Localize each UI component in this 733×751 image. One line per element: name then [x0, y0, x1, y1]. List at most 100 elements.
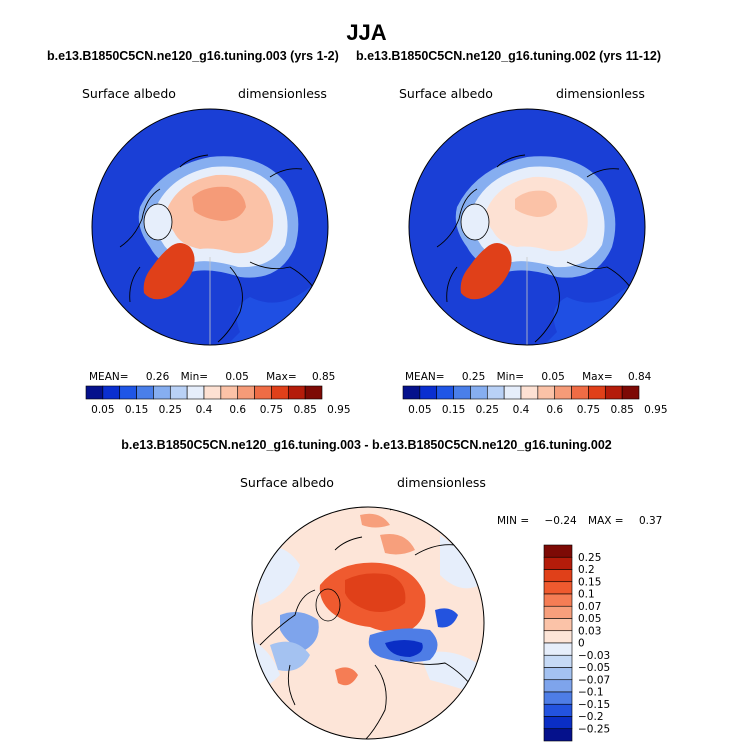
colorbar-swatch [543, 544, 573, 558]
colorbar-tick-label: 0.75 [260, 404, 283, 416]
colorbar-swatch [503, 385, 522, 400]
colorbar-tick-label: −0.07 [578, 674, 610, 686]
min-value: −0.24 [544, 515, 577, 527]
min-value: 0.05 [225, 371, 249, 383]
weak-negative-west [280, 611, 319, 650]
colorbar-tick-label: 0.6 [229, 404, 246, 416]
colorbar-swatch [237, 385, 255, 400]
diff-stats: MIN = −0.24 MAX = 0.37 [497, 515, 662, 527]
max-value: 0.84 [627, 371, 652, 383]
colorbar-tick-label: 0.85 [293, 404, 316, 416]
positive-arctic-core [345, 573, 406, 612]
colorbar-tick-label: 0.6 [546, 404, 563, 416]
colorbar-tick-label: 0.15 [442, 404, 465, 416]
panel2-variable-label: Surface albedo [399, 86, 493, 101]
strong-negative-anomaly [385, 640, 423, 657]
min-label: Min= [180, 371, 209, 383]
colorbar-tick-label: 0.05 [91, 404, 114, 416]
colorbar-tick-label: 0.15 [125, 404, 148, 416]
colorbar-swatch [621, 385, 640, 400]
colorbar-swatch [543, 605, 573, 619]
colorbar-tick-label: 0.05 [578, 613, 601, 625]
colorbar-tick-label: −0.25 [578, 723, 610, 735]
central-arctic-high-albedo [192, 186, 246, 221]
min-label: Min= [496, 371, 525, 383]
colorbar-swatch [543, 556, 573, 570]
mean-value: 0.26 [145, 371, 170, 383]
canadian-archipelago [143, 203, 173, 241]
colorbar-tick-label: 0.75 [577, 404, 600, 416]
colorbar-tick-label: 0.1 [578, 589, 595, 601]
figure-title: JJA [346, 20, 387, 45]
colorbar-swatch [588, 385, 606, 400]
min-label: MIN = [497, 515, 530, 527]
colorbar-tick-label: 0.85 [610, 404, 633, 416]
mean-value: 0.25 [461, 371, 486, 383]
colorbar-swatch [543, 728, 573, 742]
greenland-ice-sheet [143, 243, 195, 300]
map-boundary [251, 506, 485, 740]
colorbar-swatch [402, 385, 421, 400]
colorbar-swatch [543, 691, 573, 705]
colorbar-tick-label: −0.03 [578, 650, 610, 662]
max-label: Max= [582, 371, 613, 383]
central-arctic-high-albedo [515, 190, 557, 217]
colorbar-tick-label: −0.2 [578, 711, 604, 723]
colorbar-swatch [287, 385, 306, 400]
colorbar-tick-label: 0.2 [578, 564, 595, 576]
min-value: 0.05 [541, 371, 565, 383]
colorbar-swatch [543, 642, 573, 656]
greenland-negative [435, 608, 458, 628]
colorbar-tick-label: 0.95 [644, 404, 667, 416]
colorbar-tick-label: 0.05 [408, 404, 431, 416]
colorbar-swatch [85, 385, 104, 400]
mean-label: MEAN= [89, 371, 129, 383]
colorbar-tick-label: 0.15 [578, 576, 601, 588]
diff-subtitle: b.e13.B1850C5CN.ne120_g16.tuning.003 - b… [121, 438, 612, 452]
colorbar-swatch [543, 679, 573, 693]
colorbar-swatch [304, 385, 323, 400]
map-boundary [408, 108, 646, 346]
positive-pacific-patch [335, 667, 358, 686]
panel1-variable-label: Surface albedo [82, 86, 176, 101]
colorbar-tick-label: 0 [578, 638, 585, 650]
colorbar-swatch [254, 385, 272, 400]
diff-polar-map [251, 506, 485, 740]
coastlines [119, 154, 321, 343]
panel2-stats: MEAN= 0.25 Min= 0.05 Max= 0.84 [405, 371, 651, 383]
colorbar-swatch [543, 716, 573, 730]
colorbar-swatch [436, 385, 454, 400]
panel1-polar-map [91, 108, 329, 346]
max-value: 0.85 [311, 371, 336, 383]
colorbar-tick-label: 0.4 [513, 404, 530, 416]
colorbar-tick-label: −0.15 [578, 699, 610, 711]
colorbar-swatch [486, 385, 505, 400]
colorbar-tick-label: 0.25 [578, 552, 601, 564]
panel2-polar-map [408, 108, 646, 346]
coastlines [259, 507, 476, 739]
colorbar-swatch [604, 385, 623, 400]
panel1-stats: MEAN= 0.26 Min= 0.05 Max= 0.85 [89, 371, 335, 383]
colorbar-swatch [543, 703, 573, 717]
weak-negative-west-light [270, 641, 310, 671]
map-boundary [91, 108, 329, 346]
panel1-subtitle: b.e13.B1850C5CN.ne120_g16.tuning.003 (yr… [47, 49, 339, 63]
colorbar-swatch [470, 385, 488, 400]
colorbar-swatch [186, 385, 205, 400]
colorbar-swatch [543, 618, 573, 632]
max-label: Max= [266, 371, 297, 383]
colorbar-swatch [543, 593, 573, 607]
colorbar-tick-label: 0.07 [578, 601, 601, 613]
diff-colorbar: 0.250.20.150.10.070.050.030−0.03−0.05−0.… [543, 544, 610, 742]
panel2-subtitle: b.e13.B1850C5CN.ne120_g16.tuning.002 (yr… [356, 49, 662, 63]
colorbar-swatch [136, 385, 154, 400]
colorbar-swatch [543, 630, 573, 644]
colorbar-swatch [543, 581, 573, 595]
panel2-colorbar: 0.05 0.15 0.25 0.4 0.6 0.75 0.85 0.95 [402, 385, 668, 416]
coastlines [436, 154, 638, 343]
colorbar-swatch [543, 654, 573, 668]
panel1-units-label: dimensionless [238, 86, 327, 101]
colorbar-swatch [543, 569, 573, 583]
max-value: 0.37 [638, 515, 663, 527]
colorbar-swatch [453, 385, 471, 400]
